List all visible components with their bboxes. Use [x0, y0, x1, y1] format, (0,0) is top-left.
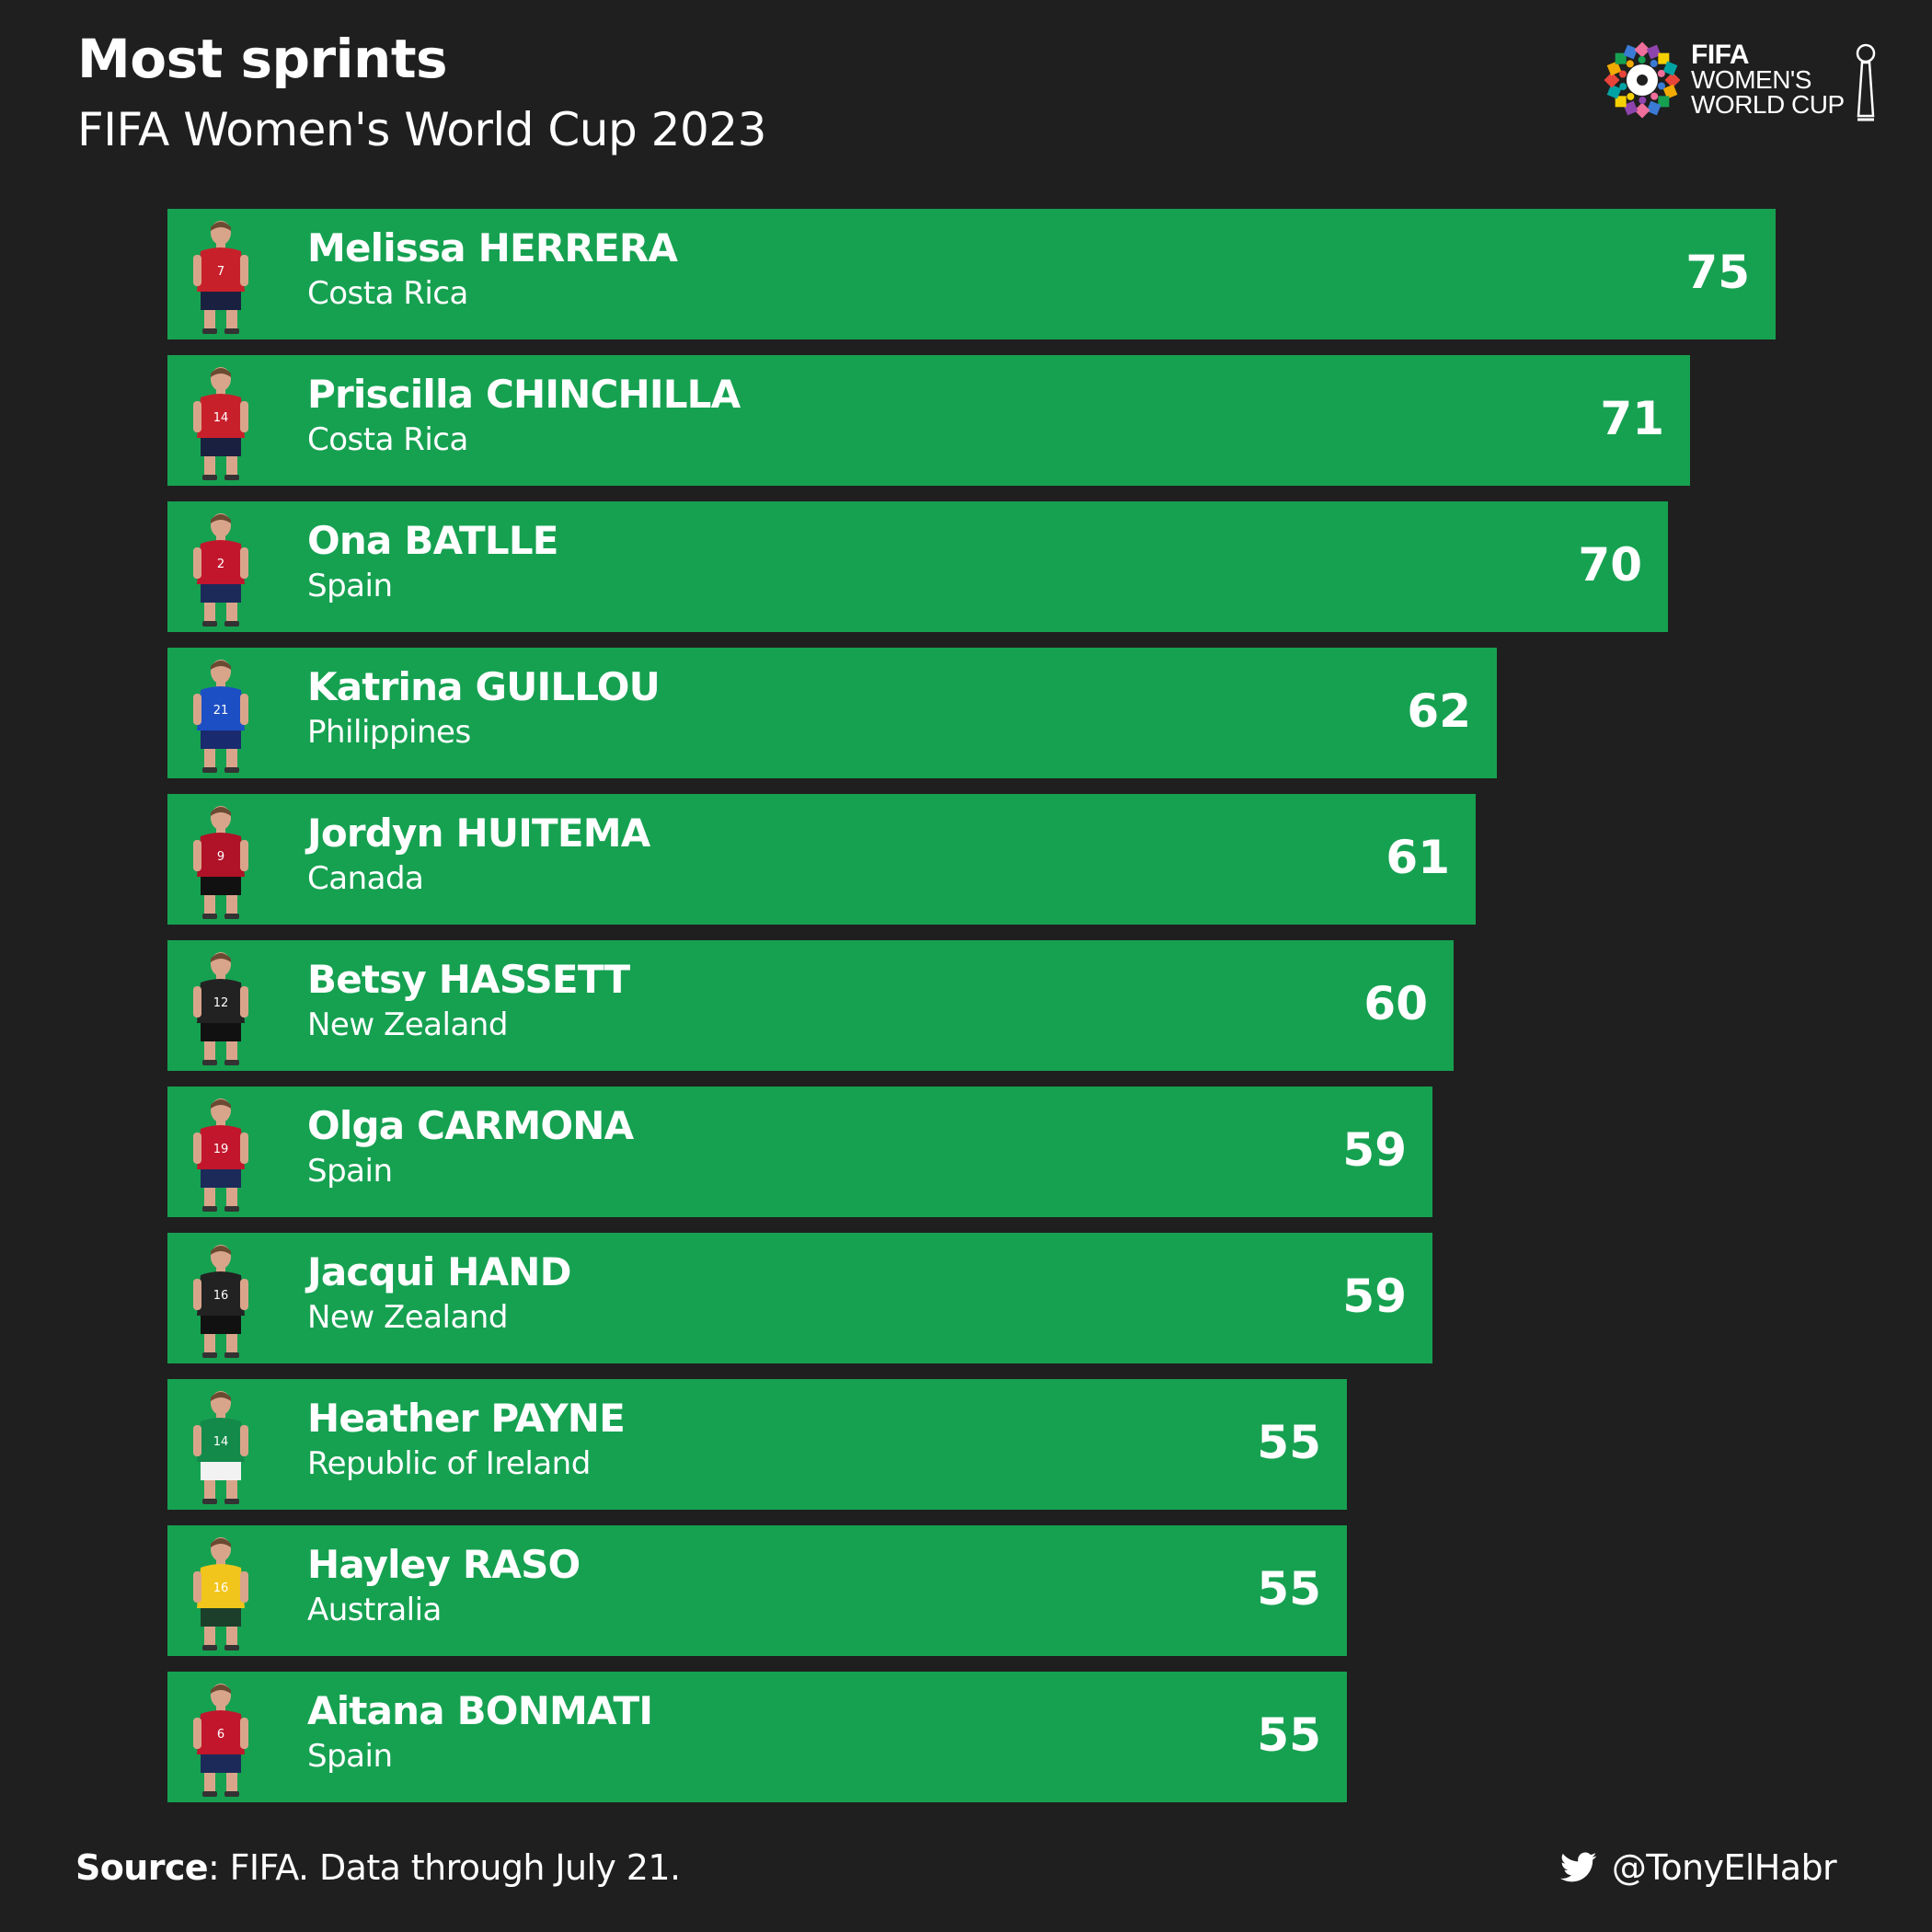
- player-name: Betsy HASSETT: [307, 957, 630, 1002]
- svg-text:21: 21: [213, 704, 229, 718]
- bar-row: 7 Melissa HERRERA Costa Rica 75: [167, 209, 1776, 339]
- bar-value-label: 60: [1363, 977, 1428, 1030]
- bar-value-label: 59: [1342, 1270, 1407, 1323]
- trophy-icon: [1856, 43, 1876, 121]
- bar: [167, 1087, 1432, 1217]
- player-photo: 16: [193, 1537, 248, 1650]
- player-photo: 7: [193, 221, 248, 334]
- svg-text:12: 12: [213, 996, 229, 1010]
- logo-wordmark: FIFA WOMEN'S WORLD CUP: [1691, 40, 1845, 119]
- player-photo: 12: [193, 952, 248, 1065]
- player-name: Heather PAYNE: [307, 1396, 626, 1441]
- player-country: Australia: [307, 1592, 442, 1628]
- svg-text:16: 16: [213, 1581, 229, 1595]
- tournament-emblem-icon: [1604, 41, 1681, 119]
- player-photo: 9: [193, 806, 248, 919]
- player-name: Melissa HERRERA: [307, 225, 678, 270]
- bar-row: 16 Jacqui HAND New Zealand 59: [167, 1233, 1432, 1363]
- bar: [167, 648, 1497, 778]
- author-credit[interactable]: @TonyElHabr: [1559, 1847, 1837, 1888]
- player-country: Canada: [307, 860, 424, 897]
- source-label: Source: [75, 1847, 209, 1888]
- player-country: New Zealand: [307, 1006, 508, 1043]
- player-name: Jordyn HUITEMA: [307, 811, 650, 856]
- player-name: Ona BATLLE: [307, 518, 559, 563]
- bar-value-label: 75: [1685, 246, 1750, 299]
- bar-value-label: 62: [1407, 684, 1471, 738]
- player-photo: 14: [193, 1391, 248, 1504]
- source-text: : FIFA. Data through July 21.: [207, 1847, 681, 1888]
- player-name: Katrina GUILLOU: [307, 664, 661, 709]
- logo-line-world-cup: WORLD CUP: [1691, 90, 1845, 119]
- svg-text:14: 14: [213, 411, 229, 425]
- bar: [167, 501, 1668, 632]
- bar-row: 9 Jordyn HUITEMA Canada 61: [167, 794, 1476, 925]
- bar: [167, 1525, 1347, 1656]
- source-note: Source: FIFA. Data through July 21.: [75, 1847, 681, 1888]
- bar-row: 16 Hayley RASO Australia 55: [167, 1525, 1347, 1656]
- bar: [167, 794, 1476, 925]
- bar-row: 14 Heather PAYNE Republic of Ireland 55: [167, 1379, 1347, 1510]
- bar: [167, 940, 1454, 1071]
- player-country: Costa Rica: [307, 421, 468, 458]
- svg-text:9: 9: [217, 850, 224, 864]
- bar: [167, 1672, 1347, 1802]
- player-name: Priscilla CHINCHILLA: [307, 372, 741, 417]
- bar-value-label: 55: [1257, 1416, 1321, 1469]
- bar-value-label: 59: [1342, 1123, 1407, 1177]
- player-photo: 16: [193, 1245, 248, 1358]
- player-country: Spain: [307, 568, 393, 604]
- chart-subtitle: FIFA Women's World Cup 2023: [77, 103, 766, 156]
- bar-value-label: 61: [1386, 831, 1450, 884]
- player-country: Spain: [307, 1153, 393, 1190]
- player-name: Jacqui HAND: [307, 1249, 572, 1294]
- player-country: Spain: [307, 1738, 393, 1775]
- bar-value-label: 55: [1257, 1562, 1321, 1616]
- player-country: Costa Rica: [307, 275, 468, 312]
- bar: [167, 355, 1690, 486]
- player-country: Philippines: [307, 714, 471, 751]
- bar: [167, 209, 1776, 339]
- svg-text:2: 2: [217, 558, 224, 571]
- bar-row: 2 Ona BATLLE Spain 70: [167, 501, 1668, 632]
- player-country: Republic of Ireland: [307, 1445, 591, 1482]
- svg-text:6: 6: [217, 1728, 224, 1742]
- bar-row: 19 Olga CARMONA Spain 59: [167, 1087, 1432, 1217]
- logo-line-womens: WOMEN'S: [1691, 65, 1811, 94]
- bar-row: 12 Betsy HASSETT New Zealand 60: [167, 940, 1454, 1071]
- svg-text:7: 7: [217, 265, 224, 279]
- player-name: Aitana BONMATI: [307, 1688, 653, 1733]
- player-country: New Zealand: [307, 1299, 508, 1336]
- svg-text:14: 14: [213, 1435, 229, 1449]
- logo-line-fifa: FIFA: [1691, 40, 1749, 70]
- bar-value-label: 70: [1578, 538, 1642, 592]
- fifa-womens-world-cup-logo: FIFA WOMEN'S WORLD CUP: [1601, 39, 1886, 127]
- svg-text:19: 19: [213, 1143, 229, 1156]
- player-photo: 19: [193, 1098, 248, 1212]
- bar-row: 6 Aitana BONMATI Spain 55: [167, 1672, 1347, 1802]
- bar: [167, 1379, 1347, 1510]
- player-photo: 2: [193, 513, 248, 627]
- player-name: Hayley RASO: [307, 1542, 581, 1587]
- twitter-bird-icon: [1559, 1852, 1597, 1882]
- bar: [167, 1233, 1432, 1363]
- svg-text:16: 16: [213, 1289, 229, 1303]
- player-photo: 6: [193, 1684, 248, 1797]
- twitter-handle: @TonyElHabr: [1611, 1847, 1837, 1888]
- bar-value-label: 71: [1600, 392, 1664, 445]
- bar-row: 21 Katrina GUILLOU Philippines 62: [167, 648, 1497, 778]
- player-photo: 14: [193, 367, 248, 480]
- player-photo: 21: [193, 660, 248, 773]
- bar-value-label: 55: [1257, 1708, 1321, 1762]
- player-name: Olga CARMONA: [307, 1103, 634, 1148]
- bar-row: 14 Priscilla CHINCHILLA Costa Rica 71: [167, 355, 1690, 486]
- chart-title: Most sprints: [77, 28, 448, 90]
